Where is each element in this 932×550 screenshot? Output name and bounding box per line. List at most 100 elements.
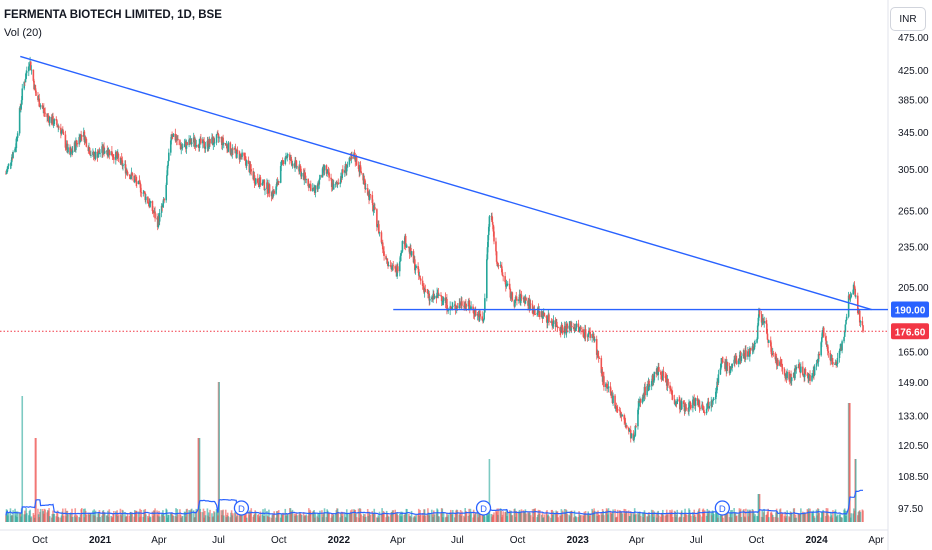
candle-body <box>468 305 471 310</box>
candle-body <box>200 138 202 144</box>
volume-bar <box>612 509 614 522</box>
volume-indicator-label[interactable]: Vol (20) <box>4 27 42 39</box>
candle-body <box>861 321 864 326</box>
candle-body <box>735 358 737 361</box>
candle-body <box>52 116 54 125</box>
candle-body <box>624 422 627 428</box>
volume-bar <box>15 511 18 522</box>
candle-body <box>836 358 839 365</box>
candle-body <box>849 297 852 299</box>
candle-body <box>749 348 751 357</box>
candle-body <box>429 299 431 301</box>
volume-bar <box>758 494 761 522</box>
candle-body <box>451 305 454 307</box>
candle-body <box>588 331 590 334</box>
candle-body <box>160 205 163 213</box>
candle-body <box>574 328 577 331</box>
candle-body <box>722 361 724 363</box>
candle-body <box>627 427 630 432</box>
candle-body <box>135 181 138 184</box>
candle-body <box>428 293 431 301</box>
candle-body <box>12 152 14 158</box>
volume-bar <box>410 510 413 522</box>
candle-body <box>325 165 328 174</box>
candle-body <box>207 140 209 148</box>
candle-body <box>130 177 132 180</box>
candle-body <box>706 403 709 409</box>
candle-body <box>414 268 417 271</box>
volume-bar <box>516 513 518 522</box>
candle-body <box>577 323 580 327</box>
candle-body <box>729 370 732 374</box>
volume-bar <box>776 510 779 522</box>
volume-bar <box>827 515 830 522</box>
candle-body <box>62 131 65 135</box>
candle-body <box>474 309 477 316</box>
volume-bar <box>662 515 665 522</box>
candle-body <box>505 284 508 287</box>
candle-body <box>626 425 628 428</box>
candle-body <box>850 294 853 298</box>
volume-bar <box>754 514 756 522</box>
volume-bar <box>406 509 408 522</box>
volume-bar <box>177 514 179 522</box>
candle-body <box>162 199 165 204</box>
candle-body <box>90 154 92 156</box>
volume-bar <box>166 509 168 522</box>
volume-bar <box>497 508 500 522</box>
volume-bar <box>135 510 138 522</box>
volume-bar <box>117 514 120 522</box>
candle-body <box>790 377 793 382</box>
candle-body <box>633 436 635 441</box>
candle-body <box>689 401 692 405</box>
currency-button[interactable]: INR <box>890 7 926 31</box>
candle-body <box>386 258 389 264</box>
candle-body <box>7 164 10 167</box>
candle-body <box>60 131 63 134</box>
candle-body <box>19 108 22 109</box>
volume-bar <box>85 514 88 522</box>
candle-body <box>588 331 591 332</box>
volume-bar <box>474 512 477 522</box>
candle-body <box>728 365 731 374</box>
volume-bar <box>589 513 591 522</box>
candle-body <box>79 134 82 143</box>
volume-bar <box>14 508 16 522</box>
volume-bar <box>834 509 837 522</box>
candle-body <box>684 406 687 408</box>
candle-body <box>135 179 137 182</box>
volume-bar <box>262 509 264 522</box>
candle-body <box>624 419 626 423</box>
candle-body <box>360 171 362 174</box>
volume-bar <box>296 515 298 522</box>
dividend-marker[interactable] <box>475 500 492 516</box>
candle-body <box>222 137 224 144</box>
candle-body <box>615 405 618 408</box>
candle-body <box>6 168 8 173</box>
candle-body <box>556 321 558 327</box>
volume-bar <box>451 510 454 522</box>
volume-bar <box>62 508 64 522</box>
volume-bar <box>321 510 323 522</box>
candle-body <box>669 385 671 389</box>
candle-body <box>48 117 51 123</box>
candle-body <box>7 166 9 169</box>
candle-body <box>560 324 563 333</box>
candle-body <box>603 376 605 388</box>
candle-body <box>56 120 58 126</box>
candle-body <box>357 164 360 170</box>
candle-body <box>483 312 485 320</box>
dividend-marker[interactable] <box>233 500 250 516</box>
dividend-marker[interactable] <box>714 500 731 516</box>
candle-body <box>97 154 99 158</box>
candle-body <box>853 285 856 289</box>
candle-body <box>328 172 330 178</box>
candle-body <box>281 160 283 163</box>
volume-bar <box>652 510 654 522</box>
trendline[interactable] <box>20 55 872 311</box>
candle-body <box>266 182 269 194</box>
candle-body <box>14 148 16 153</box>
candle-body <box>832 362 834 365</box>
volume-bar <box>80 508 83 522</box>
